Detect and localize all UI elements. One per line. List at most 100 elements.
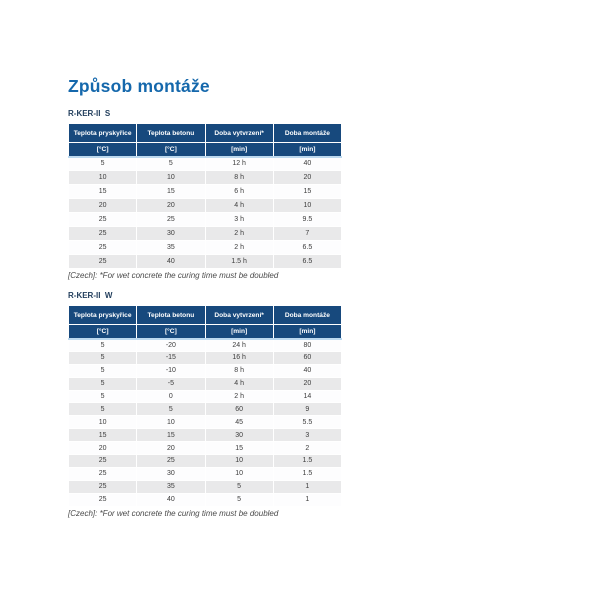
table-cell: 1.5 <box>272 454 343 468</box>
column-unit: [°C] <box>67 142 138 158</box>
table-cell: 5 <box>204 492 274 507</box>
table-cell: 40 <box>136 492 206 507</box>
table-header-row: Teplota pryskyřice Teplota betonu Doba vyt… <box>67 305 343 325</box>
table-cell: 20 <box>136 198 206 213</box>
column-header: Doba vytvrzení* <box>204 123 274 143</box>
table-cell: 20 <box>67 441 138 456</box>
column-header: Doba vytvrzení* <box>204 305 274 325</box>
table-cell: 25 <box>67 254 138 269</box>
table-row: 10 10 45 5.5 <box>67 415 343 430</box>
table-cell: 5 <box>67 389 138 404</box>
table-row: 25 40 1.5 h 6.5 <box>67 254 343 269</box>
table-row: 5 5 12 h 40 <box>67 156 343 171</box>
table-row: 15 15 30 3 <box>67 428 343 443</box>
table-cell: 5 <box>136 156 206 171</box>
table-cell: 20 <box>272 376 343 391</box>
table-cell: 5 <box>67 350 138 365</box>
column-unit: [°C] <box>136 324 206 340</box>
table-cell: 10 <box>136 415 206 430</box>
table-section-rker-w: R-KER-II W Teplota pryskyřice Teplota bet… <box>67 291 343 518</box>
table-cell: 14 <box>272 389 343 404</box>
table-cell: 4 h <box>204 198 274 213</box>
table-cell: 9 <box>272 402 343 417</box>
table-cell: 5.5 <box>272 415 343 430</box>
table-cell: 5 <box>67 363 138 378</box>
table-cell: 5 <box>67 376 138 391</box>
table-cell: 5 <box>67 156 138 171</box>
table-cell: 20 <box>272 170 343 185</box>
table-cell: 6 h <box>204 184 274 199</box>
table-row: 25 25 3 h 9.5 <box>67 212 343 227</box>
footnote-rker-w: [Czech]: *For wet concrete the curing ti… <box>68 508 279 518</box>
table-row: 20 20 4 h 10 <box>67 198 343 213</box>
table-units-row: [°C] [°C] [min] [min] <box>67 324 343 340</box>
table-cell: 9.5 <box>272 212 343 227</box>
column-header: Teplota betonu <box>136 305 206 325</box>
table-row: 25 25 10 1.5 <box>67 454 343 468</box>
table-cell: -15 <box>136 350 206 365</box>
table-row: 5 -15 16 h 60 <box>67 350 343 365</box>
column-header: Doba montáže <box>272 305 343 325</box>
table-cell: 1.5 <box>272 466 343 481</box>
table-row: 25 30 10 1.5 <box>67 466 343 481</box>
table-cell: 0 <box>136 389 206 404</box>
column-unit: [°C] <box>136 142 206 158</box>
table-cell: 4 h <box>204 376 274 391</box>
table-units-row: [°C] [°C] [min] [min] <box>67 142 343 158</box>
column-header: Teplota pryskyřice <box>67 123 138 143</box>
table-cell: 25 <box>67 454 138 468</box>
table-cell: 10 <box>272 198 343 213</box>
table-cell: 10 <box>67 415 138 430</box>
table-cell: 7 <box>272 226 343 241</box>
table-header-row: Teplota pryskyřice Teplota betonu Doba vyt… <box>67 123 343 143</box>
column-header: Teplota pryskyřice <box>67 305 138 325</box>
table-row: 25 35 5 1 <box>67 479 343 494</box>
column-unit: [°C] <box>67 324 138 340</box>
table-cell: -20 <box>136 338 206 352</box>
table-cell: 10 <box>67 170 138 185</box>
table-cell: 60 <box>272 350 343 365</box>
table-label-rker-s: R-KER-II S <box>68 109 111 118</box>
column-unit: [min] <box>204 142 274 158</box>
table-cell: -10 <box>136 363 206 378</box>
table-cell: 15 <box>272 184 343 199</box>
table-cell: 35 <box>136 479 206 494</box>
table-section-rker-s: R-KER-II S Teplota pryskyřice Teplota bet… <box>67 109 343 280</box>
footnote-rker-s: [Czech]: *For wet concrete the curing ti… <box>68 271 279 280</box>
table-cell: 15 <box>136 184 206 199</box>
table-cell: 15 <box>136 428 206 443</box>
table-cell: 2 h <box>204 389 274 404</box>
table-cell: 2 <box>272 441 343 456</box>
curing-table-rker-w: Teplota pryskyřice Teplota betonu Doba vyt… <box>67 305 343 507</box>
table-row: 15 15 6 h 15 <box>67 184 343 199</box>
column-unit: [min] <box>204 324 274 340</box>
table-row: 25 40 5 1 <box>67 492 343 507</box>
column-header: Teplota betonu <box>136 123 206 143</box>
table-cell: 20 <box>136 441 206 456</box>
table-row: 5 -10 8 h 40 <box>67 363 343 378</box>
table-cell: 6.5 <box>272 254 343 269</box>
table-cell: 3 <box>272 428 343 443</box>
table-cell: 5 <box>67 402 138 417</box>
table-cell: 8 h <box>204 363 274 378</box>
table-cell: 45 <box>204 415 274 430</box>
table-cell: 12 h <box>204 156 274 171</box>
section-gap <box>68 280 342 291</box>
column-unit: [min] <box>272 142 343 158</box>
table-cell: 20 <box>67 198 138 213</box>
table-cell: 60 <box>204 402 274 417</box>
table-cell: 25 <box>67 479 138 494</box>
table-row: 20 20 15 2 <box>67 441 343 456</box>
table-row: 10 10 8 h 20 <box>67 170 343 185</box>
table-cell: 5 <box>136 402 206 417</box>
table-cell: 5 <box>204 479 274 494</box>
table-cell: 6.5 <box>272 240 343 255</box>
page-title: Způsob montáže <box>68 76 210 96</box>
table-cell: 25 <box>67 226 138 241</box>
table-cell: 8 h <box>204 170 274 185</box>
table-label-rker-w: R-KER-II W <box>68 291 113 300</box>
table-cell: 10 <box>136 170 206 185</box>
table-cell: 5 <box>67 338 138 352</box>
